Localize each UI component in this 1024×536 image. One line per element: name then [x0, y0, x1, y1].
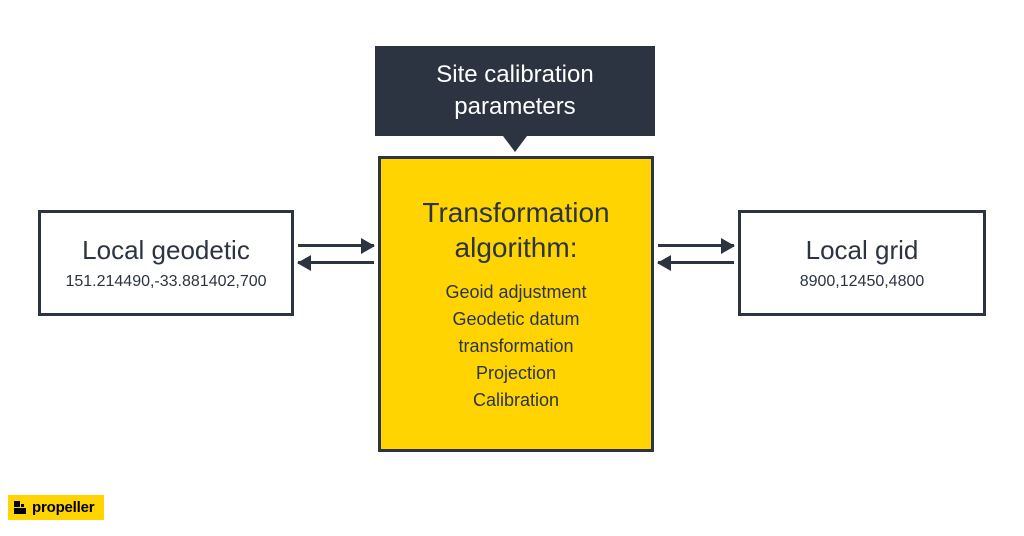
brand-label: propeller — [32, 499, 94, 516]
list-item: transformation — [445, 333, 586, 360]
node-local-geodetic: Local geodetic 151.214490,-33.881402,700 — [38, 210, 294, 316]
list-item: Geoid adjustment — [445, 279, 586, 306]
node-transformation-algorithm: Transformationalgorithm: Geoid adjustmen… — [378, 156, 654, 452]
arrow-right-icon — [298, 244, 374, 247]
node-right-sub: 8900,12450,4800 — [800, 273, 925, 291]
node-right-title: Local grid — [806, 235, 919, 266]
brand-logo-icon — [14, 501, 28, 515]
node-left-title: Local geodetic — [82, 235, 250, 266]
arrow-left-icon — [658, 261, 734, 264]
arrow-left-icon — [298, 261, 374, 264]
callout-text: Site calibrationparameters — [436, 59, 593, 124]
bidirectional-arrow-left — [298, 244, 374, 264]
callout-pointer-icon — [503, 136, 527, 152]
node-left-sub: 151.214490,-33.881402,700 — [65, 273, 266, 291]
list-item: Calibration — [445, 387, 586, 414]
brand-badge: propeller — [8, 495, 104, 520]
arrow-right-icon — [658, 244, 734, 247]
diagram-canvas: Site calibrationparameters Local geodeti… — [0, 0, 1024, 536]
callout-site-calibration: Site calibrationparameters — [375, 46, 655, 136]
bidirectional-arrow-right — [658, 244, 734, 264]
node-local-grid: Local grid 8900,12450,4800 — [738, 210, 986, 316]
node-center-title: Transformationalgorithm: — [422, 195, 609, 265]
list-item: Geodetic datum — [445, 306, 586, 333]
list-item: Projection — [445, 360, 586, 387]
node-center-list: Geoid adjustment Geodetic datum transfor… — [445, 279, 586, 414]
